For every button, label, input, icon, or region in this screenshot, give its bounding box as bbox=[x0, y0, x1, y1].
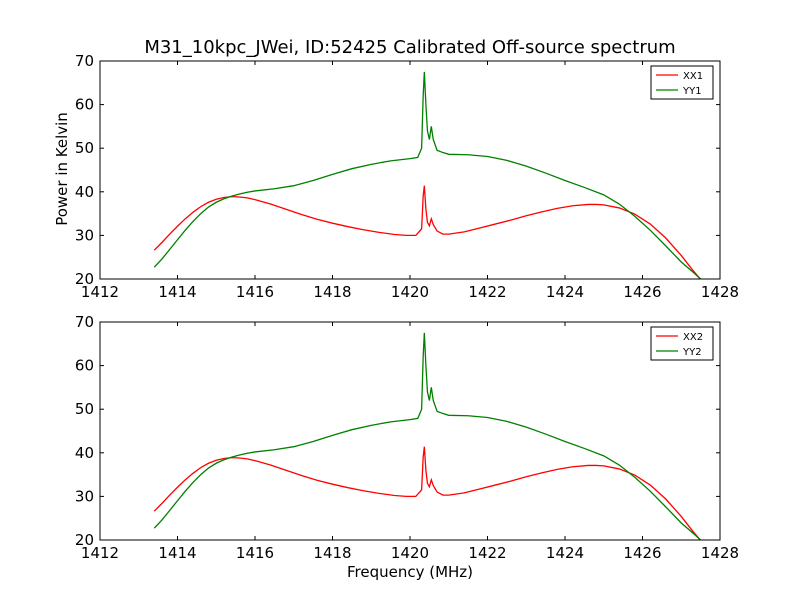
y-tick-label: 20 bbox=[75, 531, 94, 549]
x-tick-label: 1416 bbox=[236, 544, 274, 562]
plot-area bbox=[100, 322, 720, 540]
y-tick-label: 50 bbox=[75, 139, 94, 157]
legend-box bbox=[650, 65, 714, 100]
legend-label-yy2: YY2 bbox=[682, 347, 702, 358]
y-tick-label: 40 bbox=[75, 183, 94, 201]
plot-area bbox=[100, 61, 720, 279]
y-tick-label: 70 bbox=[75, 313, 94, 331]
series-line-yy1 bbox=[153, 71, 702, 279]
x-tick-label: 1414 bbox=[158, 283, 196, 301]
plot-panels: 1412 1414 1416 1418 1420 1422 1424 1426 1428 20 30… bbox=[75, 52, 739, 562]
y-tick-label: 30 bbox=[75, 226, 94, 244]
x-tick-label: 1418 bbox=[313, 283, 351, 301]
x-tick-label: 1422 bbox=[468, 283, 506, 301]
chart-title: M31_10kpc_JWei, ID:52425 Calibrated Off-… bbox=[144, 37, 675, 58]
y-tick-label: 20 bbox=[75, 270, 94, 288]
x-tick-label: 1418 bbox=[313, 544, 351, 562]
legend-box bbox=[650, 326, 714, 361]
x-tick-label: 1428 bbox=[701, 544, 739, 562]
x-tick-label: 1412 bbox=[81, 283, 119, 301]
x-tick-label: 1420 bbox=[391, 283, 429, 301]
plot-panel-1: 1412 1414 1416 1418 1420 1422 1424 1426 1428 20 30… bbox=[75, 52, 739, 301]
x-tick-label: 1420 bbox=[391, 544, 429, 562]
series-line-xx2 bbox=[153, 446, 702, 540]
x-tick-label: 1412 bbox=[81, 544, 119, 562]
series-line-xx1 bbox=[153, 185, 702, 279]
x-tick-label: 1424 bbox=[546, 283, 584, 301]
y-axis-label: Power in Kelvin bbox=[53, 112, 71, 226]
plot-panel-2: 1412 1414 1416 1418 1420 1422 1424 1426 1428 20 30… bbox=[75, 313, 739, 562]
x-tick-label: 1422 bbox=[468, 544, 506, 562]
y-tick-label: 40 bbox=[75, 444, 94, 462]
x-tick-label: 1428 bbox=[701, 283, 739, 301]
series-line-yy2 bbox=[153, 332, 702, 540]
x-tick-label: 1414 bbox=[158, 544, 196, 562]
x-tick-label: 1426 bbox=[623, 544, 661, 562]
x-axis-label: Frequency (MHz) bbox=[347, 563, 473, 581]
y-tick-label: 60 bbox=[75, 357, 94, 375]
y-tick-label: 30 bbox=[75, 487, 94, 505]
x-tick-label: 1424 bbox=[546, 544, 584, 562]
y-tick-label: 60 bbox=[75, 96, 94, 114]
legend-label-xx2: XX2 bbox=[683, 332, 703, 343]
legend-label-xx1: XX1 bbox=[683, 71, 703, 82]
y-tick-label: 70 bbox=[75, 52, 94, 70]
legend-label-yy1: YY1 bbox=[682, 86, 702, 97]
x-tick-label: 1426 bbox=[623, 283, 661, 301]
x-tick-label: 1416 bbox=[236, 283, 274, 301]
y-tick-label: 50 bbox=[75, 400, 94, 418]
